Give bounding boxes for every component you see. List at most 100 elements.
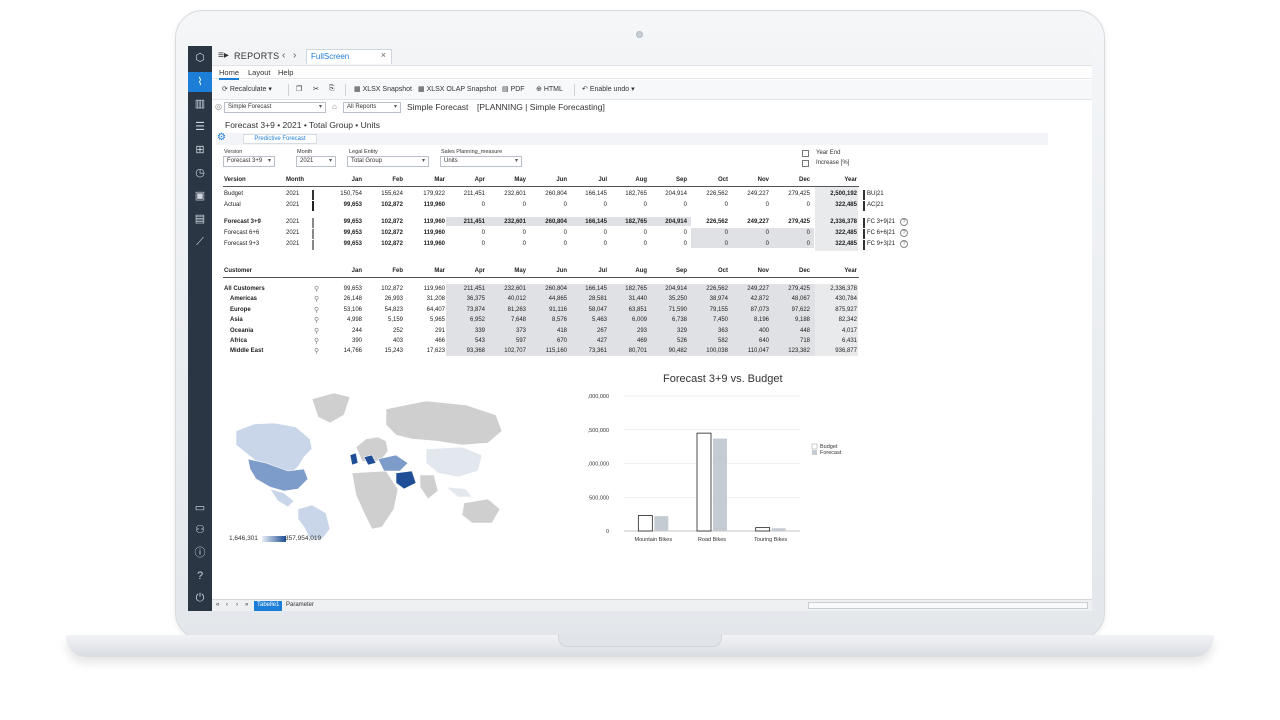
customer-cell[interactable]: 363 (717, 327, 728, 334)
customer-cell[interactable]: 249,227 (747, 286, 769, 292)
html-button[interactable]: ⊕ HTML (536, 86, 563, 93)
customer-cell[interactable]: 73,361 (588, 348, 607, 355)
customer-cell[interactable]: 7,648 (510, 317, 526, 324)
tools-icon[interactable]: ⟋ (196, 236, 204, 248)
version-cell[interactable]: 0 (522, 241, 526, 247)
copy-icon[interactable]: ❐ (296, 86, 303, 93)
version-cell[interactable]: 166,145 (585, 191, 607, 197)
help-icon[interactable]: ? (900, 240, 908, 248)
power-icon[interactable]: ⏻ (195, 592, 205, 604)
customer-cell[interactable]: 100,038 (706, 348, 728, 355)
month-dropdown[interactable]: 2021 ▾ (296, 156, 336, 167)
customer-cell[interactable]: 543 (474, 338, 485, 344)
forecast-bar[interactable] (713, 438, 727, 531)
version-cell[interactable]: 0 (522, 230, 526, 236)
version-cell[interactable]: 2,336,378 (830, 219, 857, 225)
version-cell[interactable]: 232,601 (504, 191, 526, 197)
customer-cell[interactable]: 211,451 (463, 286, 485, 292)
help-icon[interactable]: ? (900, 218, 908, 226)
enable-undo-button[interactable]: ↶ Enable undo ▾ (582, 86, 635, 93)
customer-cell[interactable]: 102,707 (504, 348, 526, 355)
version-cell[interactable]: 99,653 (343, 219, 362, 225)
version-cell[interactable]: 0 (765, 230, 769, 236)
help-icon[interactable]: ? (900, 229, 908, 237)
customer-cell[interactable]: 79,155 (709, 306, 728, 313)
customer-cell[interactable]: 182,765 (625, 286, 647, 292)
report-dropdown[interactable]: Simple Forecast ▾ (224, 102, 326, 113)
version-cell[interactable]: 0 (806, 241, 810, 247)
location-pin-icon[interactable]: ⚲ (314, 338, 320, 345)
version-cell[interactable]: 0 (643, 202, 647, 208)
version-cell[interactable]: 102,872 (381, 241, 403, 247)
customer-cell[interactable]: 718 (799, 338, 810, 344)
version-cell[interactable]: 179,922 (423, 191, 445, 197)
menu-help[interactable]: Help (278, 68, 294, 77)
version-cell[interactable]: 150,754 (340, 191, 362, 197)
analytics-icon[interactable]: ⌇ (188, 72, 212, 92)
version-cell[interactable]: 99,653 (343, 241, 362, 247)
version-cell[interactable]: 0 (724, 230, 728, 236)
version-cell[interactable]: 99,653 (343, 202, 362, 208)
customer-cell[interactable]: 2,336,378 (830, 286, 857, 292)
version-cell[interactable]: 0 (683, 230, 687, 236)
customer-cell[interactable]: 97,622 (791, 306, 810, 313)
version-dropdown[interactable]: Forecast 3+9 ▾ (223, 156, 275, 167)
version-cell[interactable]: 211,451 (463, 191, 485, 197)
version-cell[interactable]: 0 (481, 230, 485, 236)
customer-cell[interactable]: 526 (676, 338, 687, 344)
customer-cell[interactable]: 26,993 (384, 296, 403, 303)
customer-cell[interactable]: 38,974 (709, 296, 728, 303)
close-icon[interactable]: × (380, 50, 386, 60)
customer-cell[interactable]: 80,701 (628, 348, 647, 355)
customer-cell[interactable]: 244 (351, 327, 362, 334)
customer-cell[interactable]: 6,431 (841, 338, 857, 344)
customer-cell[interactable]: 6,952 (469, 317, 485, 324)
xlsx-olap-snapshot-button[interactable]: ▦ XLSX OLAP Snapshot (418, 86, 497, 93)
version-cell[interactable]: 0 (806, 230, 810, 236)
map-usa[interactable] (247, 458, 309, 492)
map-africa[interactable] (351, 470, 399, 530)
info-icon[interactable]: ⓘ (194, 547, 206, 559)
customer-cell[interactable]: 71,590 (668, 306, 687, 313)
customer-cell[interactable]: 110,047 (747, 348, 769, 355)
customer-cell[interactable]: 93,368 (466, 348, 485, 355)
customer-cell[interactable]: 418 (556, 327, 567, 334)
recalculate-button[interactable]: ⟳ Recalculate ▾ (222, 86, 272, 93)
map-indonesia[interactable] (445, 486, 473, 498)
version-cell[interactable]: 182,765 (625, 219, 647, 225)
version-cell[interactable]: 155,624 (381, 191, 403, 197)
cut-icon[interactable]: ✂ (313, 86, 319, 93)
forecast-bar[interactable] (654, 516, 669, 531)
version-cell[interactable]: 0 (481, 241, 485, 247)
customer-cell[interactable]: 5,965 (429, 317, 445, 324)
customer-cell[interactable]: 469 (636, 338, 647, 344)
customer-cell[interactable]: 427 (596, 338, 607, 344)
last-sheet-icon[interactable]: » (245, 602, 249, 608)
version-cell[interactable]: 0 (724, 241, 728, 247)
customer-cell[interactable]: 232,601 (504, 286, 526, 292)
customer-cell[interactable]: 8,196 (753, 317, 769, 324)
customer-cell[interactable]: 293 (636, 327, 647, 334)
entity-dropdown[interactable]: Total Group ▾ (347, 156, 429, 167)
version-cell[interactable]: 102,872 (381, 230, 403, 236)
customer-cell[interactable]: 44,865 (548, 296, 567, 303)
map-australia[interactable] (461, 498, 501, 524)
customer-cell[interactable]: 466 (434, 338, 445, 344)
increase-checkbox[interactable] (802, 160, 809, 167)
version-cell[interactable]: 249,227 (747, 191, 769, 197)
location-pin-icon[interactable]: ⚲ (314, 348, 320, 356)
version-cell[interactable]: 322,485 (835, 202, 857, 208)
map-uk[interactable] (349, 452, 359, 466)
user-icon[interactable]: ⚇ (195, 524, 205, 536)
budget-bar[interactable] (637, 515, 653, 532)
customer-cell[interactable]: 31,208 (426, 296, 445, 303)
customer-cell[interactable]: 42,872 (750, 296, 769, 303)
customer-cell[interactable]: 14,766 (343, 348, 362, 355)
customer-cell[interactable]: 17,623 (426, 348, 445, 355)
customer-cell[interactable]: 123,382 (788, 348, 810, 355)
version-cell[interactable]: 0 (603, 202, 607, 208)
customer-cell[interactable]: 40,012 (507, 296, 526, 303)
version-cell[interactable]: 119,960 (423, 230, 445, 236)
version-cell[interactable]: 0 (683, 241, 687, 247)
timer-icon[interactable]: ◷ (195, 167, 205, 179)
